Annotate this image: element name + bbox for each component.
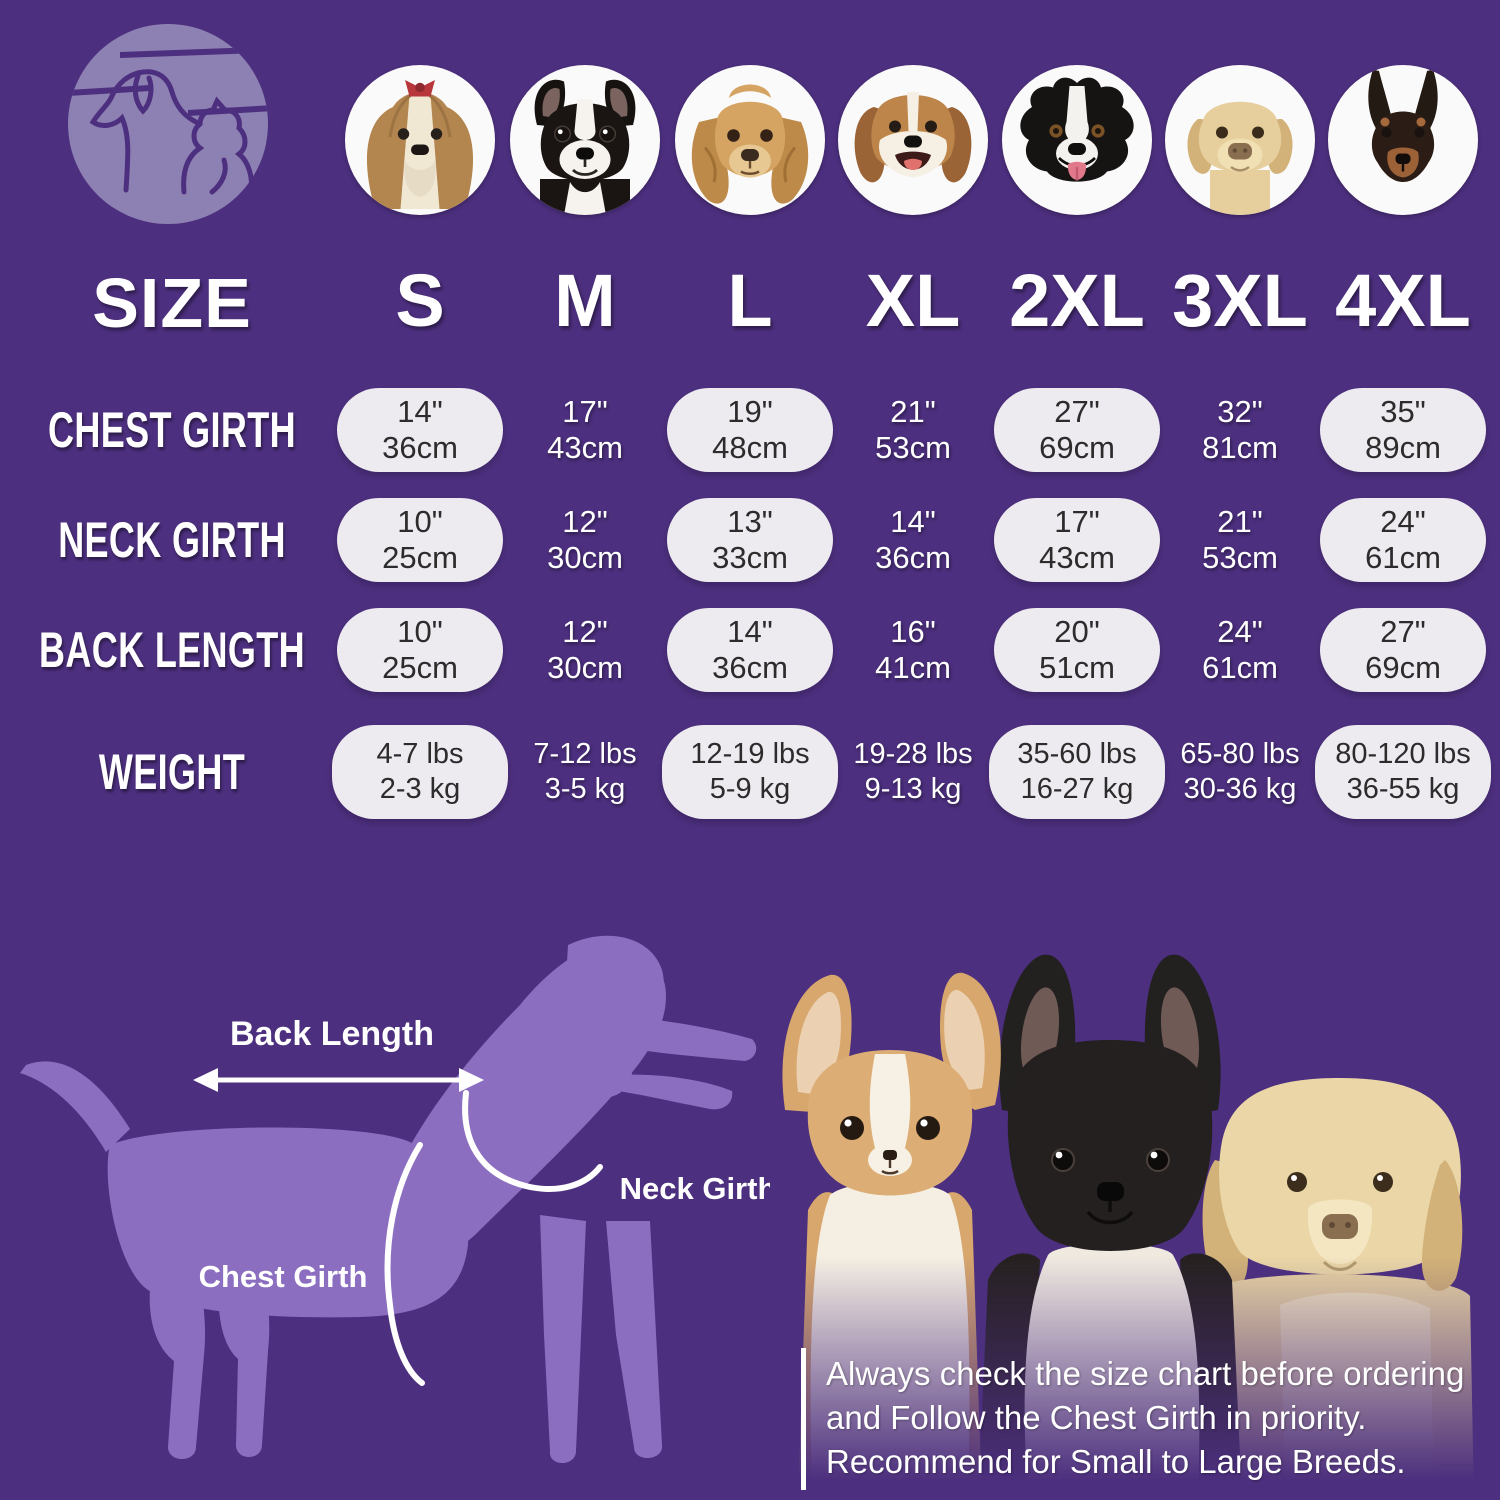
table-cell: 21" 53cm (875, 394, 951, 465)
table-cell: 21" 53cm (1202, 504, 1278, 575)
logo-cat-outline (181, 96, 254, 195)
dog-photo-labrador (1165, 65, 1315, 215)
back-length-label: Back Length (230, 1015, 434, 1053)
table-cell: 7-12 lbs 3-5 kg (533, 738, 637, 805)
table-cell: 19-28 lbs 9-13 kg (853, 738, 973, 805)
sizing-note-line: and Follow the Chest Girth in priority. (826, 1399, 1367, 1436)
dog-cat-brand-logo-icon (68, 24, 268, 224)
size-header-l: L (727, 259, 773, 342)
size-header-s: S (395, 259, 445, 342)
table-cell: 17" 43cm (547, 394, 623, 465)
table-cell: 4-7 lbs 2-3 kg (332, 725, 508, 819)
dog-photo-beagle (838, 65, 988, 215)
row-label-neck-girth: NECK GIRTH (58, 512, 286, 568)
dog-silhouette-front-leg (606, 1221, 663, 1459)
dog-photo-cocker-spaniel (675, 65, 825, 215)
size-column-title: SIZE (92, 264, 252, 342)
dog-photo-doberman (1328, 65, 1478, 215)
table-cell: 24" 61cm (1202, 614, 1278, 685)
table-cell: 27" 69cm (1320, 608, 1486, 692)
dog-silhouette-lower-jaw (618, 1074, 733, 1110)
table-cell: 12" 30cm (547, 504, 623, 575)
dog-silhouette-tail (20, 1061, 130, 1152)
table-cell: 14" 36cm (667, 608, 833, 692)
sizing-note-line: Always check the size chart before order… (826, 1355, 1465, 1392)
table-cell: 12-19 lbs 5-9 kg (662, 725, 838, 819)
table-cell: 24" 61cm (1320, 498, 1486, 582)
dog-photo-boston-terrier (510, 65, 660, 215)
size-header-xl: XL (865, 259, 961, 342)
table-cell: 35-60 lbs 16-27 kg (989, 725, 1165, 819)
dog-silhouette-ear (566, 935, 664, 1026)
table-cell: 20" 51cm (994, 608, 1160, 692)
row-label-chest-girth: CHEST GIRTH (48, 402, 296, 458)
dog-silhouette-rear-leg (218, 1255, 270, 1457)
dog-photo-shih-tzu (345, 65, 495, 215)
dog-silhouette-rear-leg (149, 1245, 206, 1459)
breed-size-comparison-dogs (782, 954, 1474, 1500)
size-header-3xl: 3XL (1172, 259, 1308, 342)
table-cell: 32" 81cm (1202, 394, 1278, 465)
table-cell: 27" 69cm (994, 388, 1160, 472)
table-cell: 35" 89cm (1320, 388, 1486, 472)
size-header-2xl: 2XL (1009, 259, 1145, 342)
size-header-m: M (554, 259, 616, 342)
table-cell: 10" 25cm (337, 498, 503, 582)
table-cell: 16" 41cm (875, 614, 951, 685)
chest-girth-label: Chest Girth (199, 1259, 368, 1294)
dog-silhouette-body (107, 1127, 469, 1318)
row-label-back-length: BACK LENGTH (39, 622, 305, 678)
french-bulldog-figure (978, 954, 1242, 1500)
table-cell: 10" 25cm (337, 608, 503, 692)
table-cell: 14" 36cm (337, 388, 503, 472)
dog-silhouette-neck-head (380, 945, 666, 1254)
dog-silhouette-front-leg (540, 1215, 586, 1463)
table-cell: 17" 43cm (994, 498, 1160, 582)
table-cell: 14" 36cm (875, 504, 951, 575)
row-label-weight: WEIGHT (98, 744, 246, 800)
table-cell: 19" 48cm (667, 388, 833, 472)
sizing-note-line: Recommend for Small to Large Breeds. (826, 1443, 1406, 1480)
table-cell: 80-120 lbs 36-55 kg (1315, 725, 1491, 819)
sizing-note: Always check the size chart before order… (801, 1348, 1500, 1490)
dog-silhouette-upper-jaw (610, 1015, 757, 1061)
chest-girth-arc (384, 1142, 425, 1386)
size-header-4xl: 4XL (1335, 259, 1471, 342)
table-cell: 65-80 lbs 30-36 kg (1180, 738, 1300, 805)
labrador-figure (1202, 1078, 1474, 1500)
table-cell: 13" 33cm (667, 498, 833, 582)
dog-measurement-diagram: Back Length Neck Girth Chest Girth (20, 935, 770, 1463)
dog-photo-border-collie (1002, 65, 1152, 215)
logo-dog-outline (89, 69, 199, 193)
neck-girth-arc (462, 1090, 603, 1192)
neck-girth-label: Neck Girth (620, 1171, 770, 1206)
chihuahua-figure (782, 972, 1001, 1500)
table-cell: 12" 30cm (547, 614, 623, 685)
